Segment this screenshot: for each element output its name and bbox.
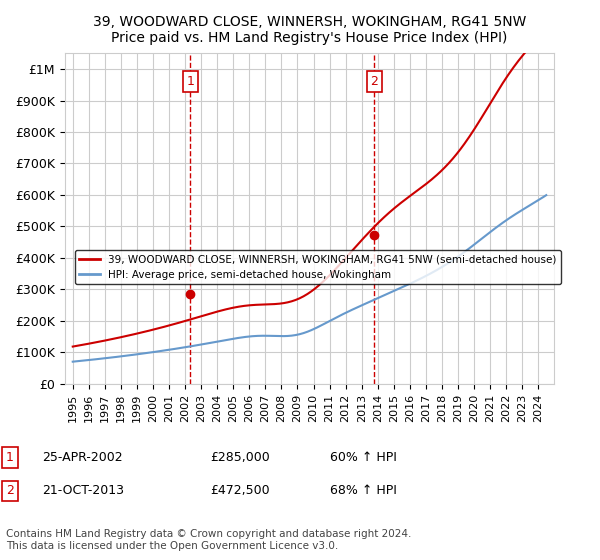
Text: 2: 2 <box>371 75 379 88</box>
Text: 68% ↑ HPI: 68% ↑ HPI <box>330 484 397 497</box>
Text: 25-APR-2002: 25-APR-2002 <box>42 451 122 464</box>
Title: 39, WOODWARD CLOSE, WINNERSH, WOKINGHAM, RG41 5NW
Price paid vs. HM Land Registr: 39, WOODWARD CLOSE, WINNERSH, WOKINGHAM,… <box>93 15 526 45</box>
Text: 1: 1 <box>187 75 194 88</box>
Text: £285,000: £285,000 <box>210 451 270 464</box>
Text: 21-OCT-2013: 21-OCT-2013 <box>42 484 124 497</box>
Text: 1: 1 <box>6 451 14 464</box>
Legend: 39, WOODWARD CLOSE, WINNERSH, WOKINGHAM, RG41 5NW (semi-detached house), HPI: Av: 39, WOODWARD CLOSE, WINNERSH, WOKINGHAM,… <box>75 250 561 284</box>
Text: 2: 2 <box>6 484 14 497</box>
Text: Contains HM Land Registry data © Crown copyright and database right 2024.
This d: Contains HM Land Registry data © Crown c… <box>6 529 412 551</box>
Text: 60% ↑ HPI: 60% ↑ HPI <box>330 451 397 464</box>
Text: £472,500: £472,500 <box>210 484 269 497</box>
